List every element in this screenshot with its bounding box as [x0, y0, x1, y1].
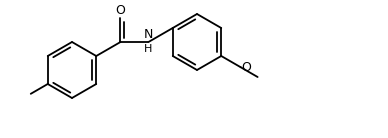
- Text: O: O: [116, 4, 125, 17]
- Text: N: N: [144, 27, 153, 40]
- Text: O: O: [242, 61, 251, 74]
- Text: H: H: [144, 43, 153, 54]
